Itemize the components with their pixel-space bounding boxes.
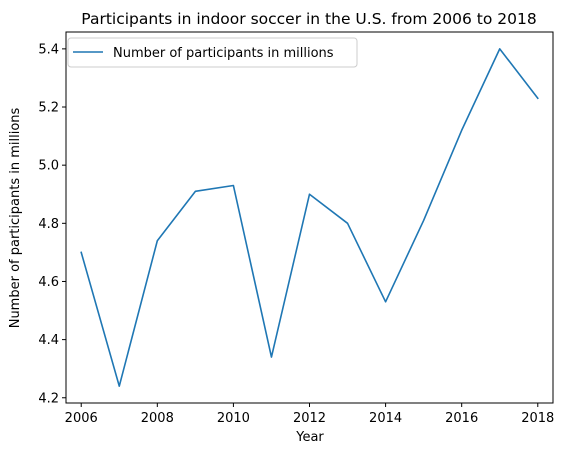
x-tick-label: 2018 (521, 411, 554, 426)
y-tick-label: 5.2 (38, 101, 59, 116)
x-axis: 2006 2008 2010 2012 2014 2016 2018 (65, 403, 555, 426)
y-tick-label: 4.2 (38, 391, 59, 406)
y-tick-label: 4.8 (38, 217, 59, 232)
legend-label: Number of participants in millions (113, 46, 334, 61)
x-tick-label: 2014 (369, 411, 402, 426)
y-axis-title: Number of participants in millions (8, 107, 23, 328)
chart-title: Participants in indoor soccer in the U.S… (81, 10, 536, 28)
series-layer (81, 49, 538, 386)
series-line (81, 49, 538, 386)
legend: Number of participants in millions (68, 38, 357, 67)
x-tick-label: 2012 (293, 411, 326, 426)
x-tick-label: 2008 (141, 411, 174, 426)
y-tick-label: 5.4 (38, 42, 59, 57)
x-tick-label: 2006 (65, 411, 98, 426)
x-tick-label: 2010 (217, 411, 250, 426)
y-tick-label: 4.4 (38, 333, 59, 348)
y-tick-label: 5.0 (38, 159, 59, 174)
x-axis-title: Year (295, 430, 324, 445)
y-axis: 4.2 4.4 4.6 4.8 5.0 5.2 5.4 (38, 42, 66, 406)
plot-frame (66, 32, 553, 403)
x-tick-label: 2016 (445, 411, 478, 426)
y-tick-label: 4.6 (38, 275, 59, 290)
